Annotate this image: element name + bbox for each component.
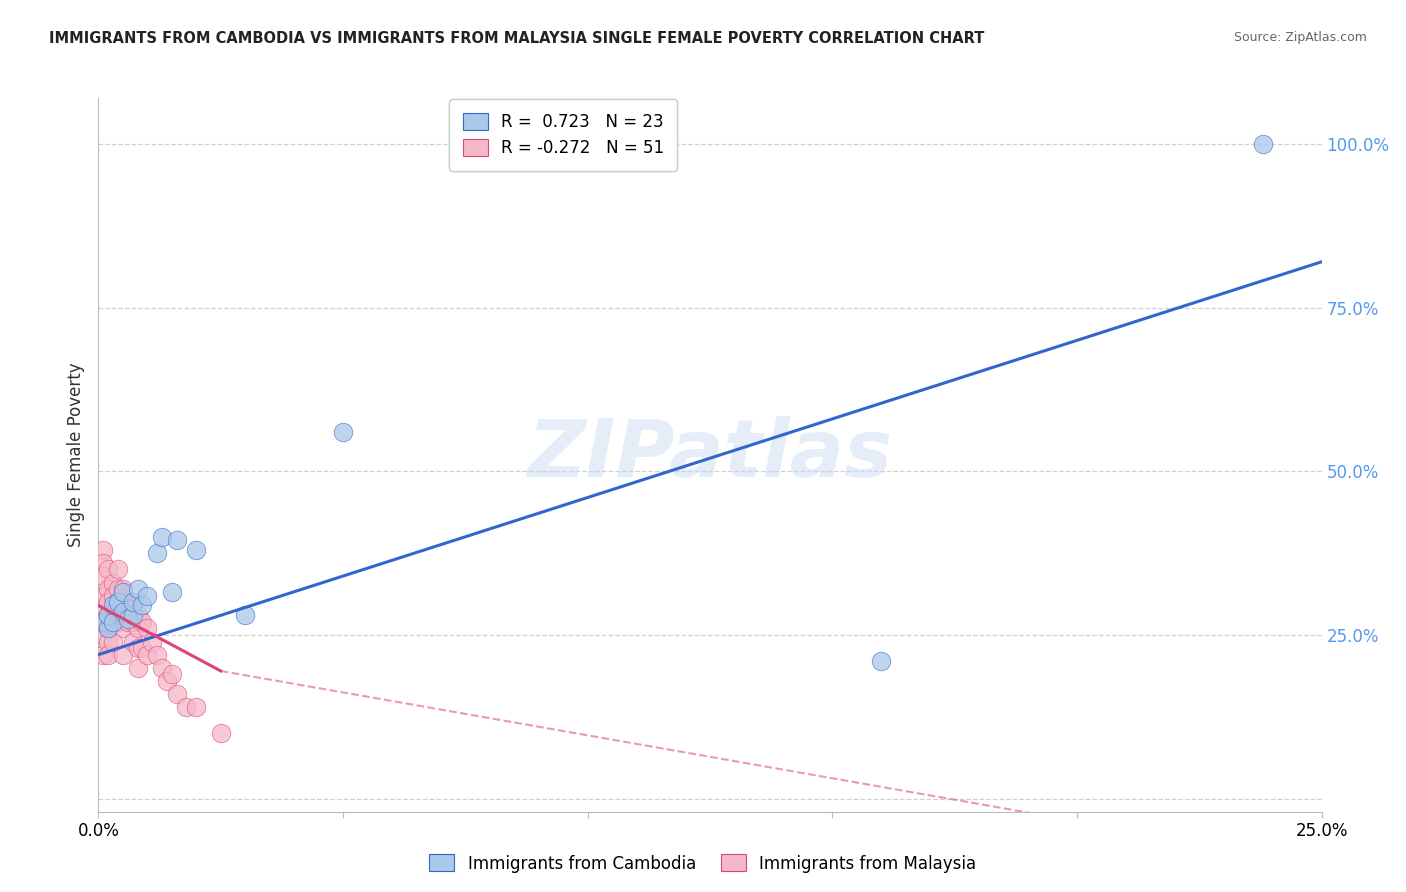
Point [127,608,149,623]
Point [121,601,143,615]
Legend: R =  0.723   N = 23, R = -0.272   N = 51: R = 0.723 N = 23, R = -0.272 N = 51 [450,99,678,170]
Point [117,611,139,625]
Point [141,634,163,648]
Point [101,634,124,648]
Point [121,634,143,648]
Point [101,599,124,613]
Point [101,589,124,603]
Point [91,556,114,570]
Point [127,641,149,656]
Point [127,661,149,675]
Point [111,585,134,599]
Point [111,605,134,619]
Point [233,608,256,623]
Point [150,661,173,675]
Point [209,726,232,740]
Point [127,582,149,596]
Legend: Immigrants from Cambodia, Immigrants from Malaysia: Immigrants from Cambodia, Immigrants fro… [423,847,983,880]
Point [186,542,208,557]
Point [91,569,114,583]
Point [121,615,143,629]
Point [107,582,129,596]
Point [107,615,129,629]
Point [101,575,124,590]
Text: IMMIGRANTS FROM CAMBODIA VS IMMIGRANTS FROM MALAYSIA SINGLE FEMALE POVERTY CORRE: IMMIGRANTS FROM CAMBODIA VS IMMIGRANTS F… [49,31,984,46]
Point [91,615,114,629]
Point [97,621,120,635]
Point [97,648,120,662]
Point [131,615,153,629]
Point [160,585,183,599]
Text: Source: ZipAtlas.com: Source: ZipAtlas.com [1233,31,1367,45]
Point [91,648,114,662]
Point [101,615,124,629]
Point [111,621,134,635]
Point [186,700,208,714]
Point [97,562,120,576]
Point [160,667,183,681]
Point [146,648,169,662]
Point [91,615,114,629]
Point [146,546,169,560]
Point [131,641,153,656]
Point [870,654,893,668]
Point [111,608,134,623]
Point [107,595,129,609]
Point [150,530,173,544]
Point [117,595,139,609]
Point [136,621,159,635]
Point [97,582,120,596]
Point [91,628,114,642]
Point [156,673,179,688]
Point [166,687,188,701]
Point [97,621,120,635]
Point [101,615,124,629]
Point [111,582,134,596]
Point [111,595,134,609]
Point [107,562,129,576]
Point [91,601,114,615]
Point [121,595,143,609]
Text: ZIPatlas: ZIPatlas [527,416,893,494]
Point [136,589,159,603]
Point [121,608,143,623]
Point [127,621,149,635]
Point [117,615,139,629]
Point [332,425,354,439]
Point [166,533,188,547]
Point [97,595,120,609]
Point [97,608,120,623]
Point [101,601,124,615]
Point [1251,136,1274,151]
Point [176,700,198,714]
Point [111,648,134,662]
Point [131,599,153,613]
Point [91,542,114,557]
Point [97,608,120,623]
Point [107,595,129,609]
Y-axis label: Single Female Poverty: Single Female Poverty [66,363,84,547]
Point [91,589,114,603]
Point [136,648,159,662]
Point [97,634,120,648]
